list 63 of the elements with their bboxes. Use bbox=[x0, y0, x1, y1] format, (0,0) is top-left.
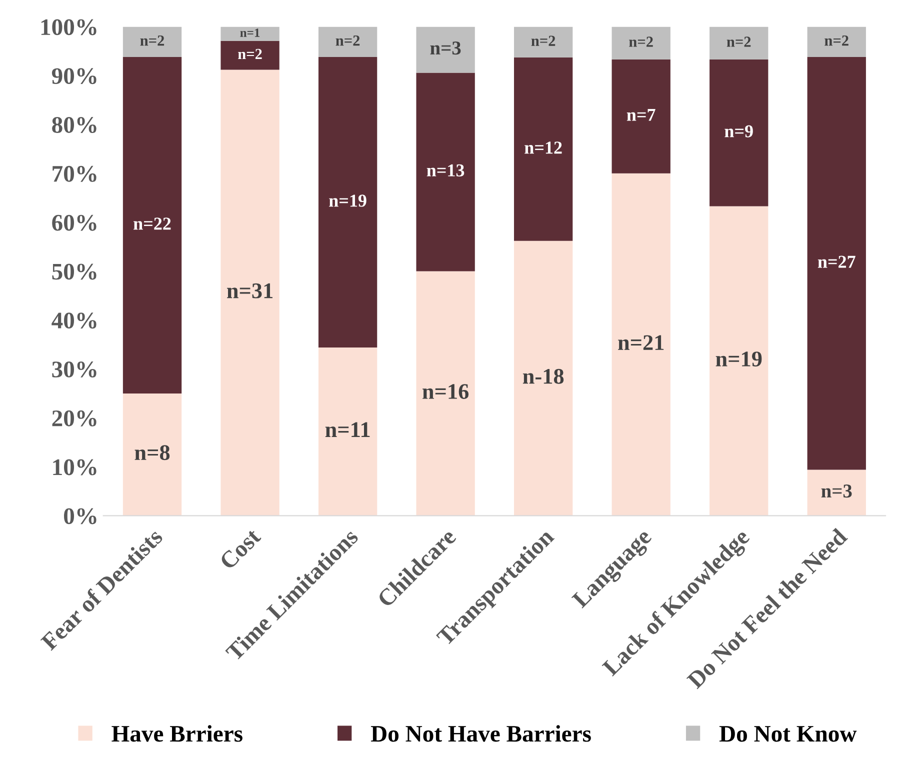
annotation: n=19 bbox=[716, 352, 762, 367]
annotation: n=12 bbox=[524, 142, 562, 154]
y-tick-label: 50% bbox=[52, 264, 96, 280]
annotation: n=2 bbox=[336, 35, 360, 46]
y-tick-label: 100% bbox=[41, 19, 96, 36]
bar bbox=[220, 70, 280, 516]
bar bbox=[514, 240, 573, 516]
bar bbox=[122, 57, 182, 394]
annotation: n=1 bbox=[240, 28, 260, 37]
bar bbox=[416, 26, 475, 73]
bar bbox=[612, 26, 670, 60]
legend-label: Do Not Have Barriers bbox=[370, 725, 591, 742]
bar bbox=[612, 60, 670, 174]
bar bbox=[710, 60, 768, 206]
bar bbox=[710, 206, 768, 516]
y-tick-label: 20% bbox=[52, 410, 96, 426]
annotation: n=11 bbox=[325, 422, 370, 437]
bar bbox=[807, 470, 866, 516]
bar bbox=[416, 271, 475, 516]
annotation: n=2 bbox=[140, 35, 164, 46]
y-tick-label: 30% bbox=[52, 362, 96, 378]
annotation: n=2 bbox=[531, 36, 556, 46]
legend-label: Have Brriers bbox=[112, 725, 242, 742]
annotation: n=19 bbox=[329, 194, 366, 207]
annotation: n=2 bbox=[238, 48, 262, 60]
annotation: n=16 bbox=[422, 384, 469, 400]
y-tick-label: 10% bbox=[53, 459, 96, 476]
y-tick-label: 60% bbox=[52, 214, 96, 231]
y-tick-label: 0% bbox=[64, 508, 96, 524]
y-tick-label: 80% bbox=[52, 117, 96, 134]
x-tick-label: Cost bbox=[218, 527, 262, 570]
bar bbox=[710, 26, 768, 60]
annotation: n=21 bbox=[618, 335, 664, 350]
annotation: n=9 bbox=[724, 125, 753, 138]
annotation: n=22 bbox=[134, 218, 171, 230]
bar bbox=[416, 72, 475, 272]
annotation: n=31 bbox=[227, 283, 273, 298]
bar bbox=[318, 26, 378, 58]
annotation: n=13 bbox=[426, 164, 464, 176]
bar bbox=[807, 57, 866, 470]
bar bbox=[318, 57, 378, 348]
annotation: n=8 bbox=[134, 445, 170, 460]
bar bbox=[122, 26, 182, 58]
bar bbox=[220, 40, 280, 70]
annotation: n=3 bbox=[821, 484, 852, 498]
legend-label: Do Not Know bbox=[719, 726, 857, 742]
annotation: n=7 bbox=[626, 108, 656, 121]
bar bbox=[514, 58, 573, 241]
bar bbox=[612, 173, 670, 516]
annotation: n=2 bbox=[629, 36, 653, 47]
y-tick-label: 70% bbox=[52, 166, 96, 182]
annotation: n=2 bbox=[726, 36, 751, 47]
y-tick-label: 90% bbox=[52, 68, 96, 84]
annotation: n=3 bbox=[430, 42, 461, 55]
bar bbox=[514, 26, 573, 58]
bar bbox=[122, 393, 182, 516]
y-tick-label: 40% bbox=[52, 312, 96, 329]
bar bbox=[220, 26, 280, 41]
bar bbox=[318, 348, 378, 516]
annotation: n-18 bbox=[522, 368, 564, 384]
annotation: n=2 bbox=[824, 35, 848, 46]
annotation: n=27 bbox=[818, 256, 856, 268]
bar bbox=[807, 26, 866, 58]
